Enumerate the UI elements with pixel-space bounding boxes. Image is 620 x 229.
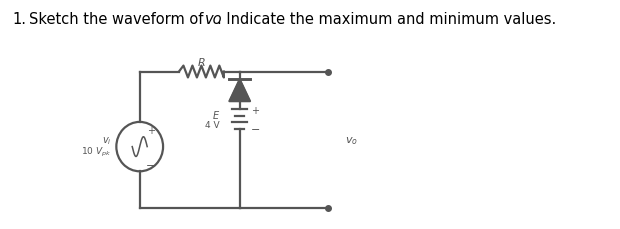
Polygon shape [229,80,250,102]
Text: vo: vo [205,12,223,27]
Text: −: − [251,124,260,134]
Text: +: + [251,106,259,116]
Text: $v_i$: $v_i$ [102,134,112,146]
Text: 4 V: 4 V [205,121,219,130]
Text: 1.: 1. [12,12,27,27]
Text: . Indicate the maximum and minimum values.: . Indicate the maximum and minimum value… [217,12,557,27]
Text: E: E [213,111,219,120]
Text: $v_o$: $v_o$ [345,134,358,146]
Text: R: R [198,57,205,67]
Text: 10 $V_{pk}$: 10 $V_{pk}$ [81,145,112,158]
Text: Sketch the waveform of: Sketch the waveform of [29,12,208,27]
Text: −: − [146,161,156,171]
Text: +: + [147,125,155,135]
